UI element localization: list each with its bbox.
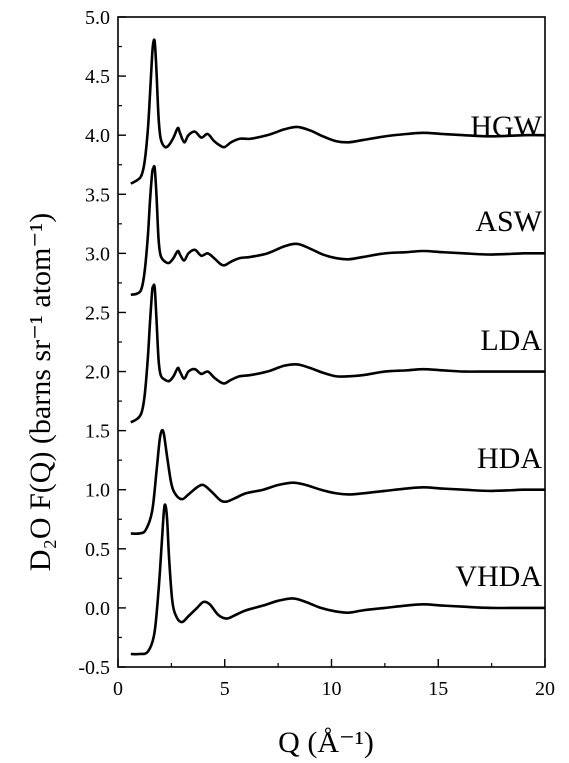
x-axis: 0 5 10 15 20 bbox=[113, 659, 555, 700]
y-tick-label: -0.5 bbox=[78, 657, 110, 679]
y-tick-label: 2.0 bbox=[85, 362, 110, 384]
y-axis-title: D₂O F(Q) (barns sr⁻¹ atom⁻¹) bbox=[24, 213, 57, 571]
y-axis: -0.5 0.0 0.5 1.0 1.5 2.0 2.5 3.0 3.5 4.0 4.5 5.0 bbox=[78, 7, 126, 679]
y-tick-label: 2.5 bbox=[85, 302, 110, 324]
series-lines bbox=[130, 38, 546, 656]
series-line-vhda bbox=[130, 503, 545, 656]
x-tick-label: 10 bbox=[322, 678, 342, 700]
y-tick-label: 0.0 bbox=[85, 598, 110, 620]
y-tick-label: 0.5 bbox=[85, 539, 110, 561]
series-line-lda bbox=[130, 283, 545, 424]
x-tick-label: 0 bbox=[113, 678, 123, 700]
series-label-vhda: VHDA bbox=[455, 560, 542, 593]
series-label-hda: HDA bbox=[477, 442, 542, 475]
x-tick-label: 5 bbox=[220, 678, 230, 700]
series-label-lda: LDA bbox=[480, 324, 542, 357]
series-line-hda bbox=[130, 428, 546, 536]
y-tick-label: 1.0 bbox=[85, 480, 110, 502]
x-tick-label: 20 bbox=[535, 678, 555, 700]
series-labels: HGW ASW LDA HDA VHDA bbox=[455, 110, 542, 593]
x-axis-title: Q (Å⁻¹) bbox=[278, 726, 374, 759]
series-line-hgw bbox=[130, 38, 546, 185]
series-label-hgw: HGW bbox=[470, 110, 542, 143]
series-line-asw bbox=[130, 164, 546, 297]
y-tick-label: 5.0 bbox=[85, 7, 110, 29]
y-tick-label: 4.0 bbox=[85, 125, 110, 147]
x-tick-label: 15 bbox=[428, 678, 448, 700]
y-tick-label: 1.5 bbox=[85, 421, 110, 443]
y-tick-label: 3.0 bbox=[85, 243, 110, 265]
y-tick-label: 3.5 bbox=[85, 184, 110, 206]
y-tick-label: 4.5 bbox=[85, 66, 110, 88]
series-label-asw: ASW bbox=[475, 205, 542, 238]
